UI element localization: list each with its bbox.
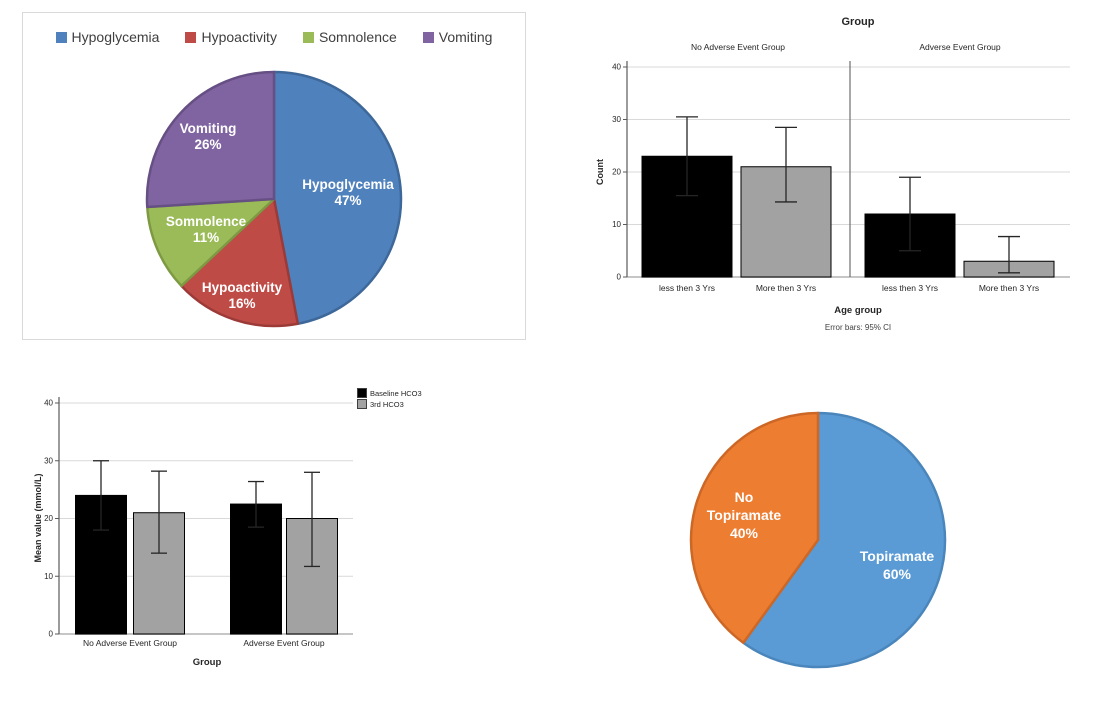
x-axis-label: Group [192, 657, 222, 668]
svg-text:30: 30 [44, 456, 53, 465]
error-bar-note: Error bars: 95% CI [824, 323, 892, 332]
legend-label: Hypoactivity [201, 29, 277, 45]
pie-graphic [689, 411, 947, 669]
svg-text:40: 40 [612, 63, 621, 72]
adverse-events-pie-chart: Hypoglycemia Hypoactivity Somnolence Vom… [22, 12, 526, 340]
legend-label: Vomiting [438, 29, 493, 45]
svg-text:40: 40 [44, 399, 53, 408]
legend-label: Hypoglycemia [71, 29, 160, 45]
legend-item: Somnolence [302, 29, 397, 45]
legend-item: Hypoglycemia [55, 29, 160, 45]
legend-swatch [185, 31, 197, 43]
legend-item: Vomiting [422, 29, 493, 45]
legend-item: Baseline HCO3 [357, 388, 422, 398]
svg-text:Adverse Event Group: Adverse Event Group [919, 42, 1001, 52]
legend-item: 3rd HCO3 [357, 399, 422, 409]
x-axis-label: Age group [834, 305, 882, 316]
pie-graphic [145, 70, 403, 328]
legend-swatch [55, 31, 67, 43]
legend-swatch [357, 399, 367, 409]
y-axis-label: Mean value (mmol/L) [33, 473, 43, 563]
bar-chart-graphic: 0 10 20 30 40 No Adverse Event Group less then… [612, 42, 1070, 293]
svg-text:Adverse Event Group: Adverse Event Group [243, 638, 325, 648]
topiramate-pie-chart: Topiramate 60% No Topiramate 40% [660, 400, 1080, 690]
svg-text:less then 3 Yrs: less then 3 Yrs [659, 283, 715, 293]
legend-swatch [357, 388, 367, 398]
svg-text:10: 10 [44, 572, 53, 581]
pie-slice-label: Somnolence 11% [165, 214, 247, 245]
count-by-age-bar-chart: Group Count 0 10 20 30 40 No Adverse Event Gr… [590, 14, 1106, 336]
pie-slice-label: Hypoactivity 16% [201, 280, 283, 311]
hco3-mean-bar-chart: Baseline HCO3 3rd HCO3 Mean value (mmol/… [30, 385, 500, 685]
legend-swatch [422, 31, 434, 43]
bar-chart-graphic: 0 10 20 30 40 No Adverse Event Group Adverse E… [44, 397, 353, 648]
svg-text:More then 3 Yrs: More then 3 Yrs [979, 283, 1039, 293]
bar-legend: Baseline HCO3 3rd HCO3 [357, 388, 422, 409]
pie-slice-label: Topiramate 60% [859, 548, 935, 582]
svg-text:0: 0 [49, 630, 54, 639]
svg-text:No Adverse Event Group: No Adverse Event Group [83, 638, 177, 648]
legend-label: 3rd HCO3 [370, 399, 404, 409]
svg-text:20: 20 [44, 514, 53, 523]
svg-text:0: 0 [617, 273, 622, 282]
pie-slice-label: Vomiting 26% [179, 121, 237, 152]
legend-label: Baseline HCO3 [370, 388, 422, 398]
svg-text:30: 30 [612, 115, 621, 124]
svg-text:20: 20 [612, 168, 621, 177]
legend-item: Hypoactivity [185, 29, 277, 45]
pie-slice-label: No Topiramate 40% [706, 489, 782, 541]
pie-slice-label: Hypoglycemia 47% [302, 177, 394, 208]
svg-text:less then 3 Yrs: less then 3 Yrs [882, 283, 938, 293]
svg-text:10: 10 [612, 220, 621, 229]
pie-legend: Hypoglycemia Hypoactivity Somnolence Vom… [23, 29, 525, 45]
chart-title: Group [841, 16, 875, 28]
legend-label: Somnolence [318, 29, 397, 45]
svg-text:No Adverse Event Group: No Adverse Event Group [691, 42, 785, 52]
y-axis-label: Count [595, 159, 605, 185]
legend-swatch [302, 31, 314, 43]
svg-text:More then 3 Yrs: More then 3 Yrs [756, 283, 816, 293]
